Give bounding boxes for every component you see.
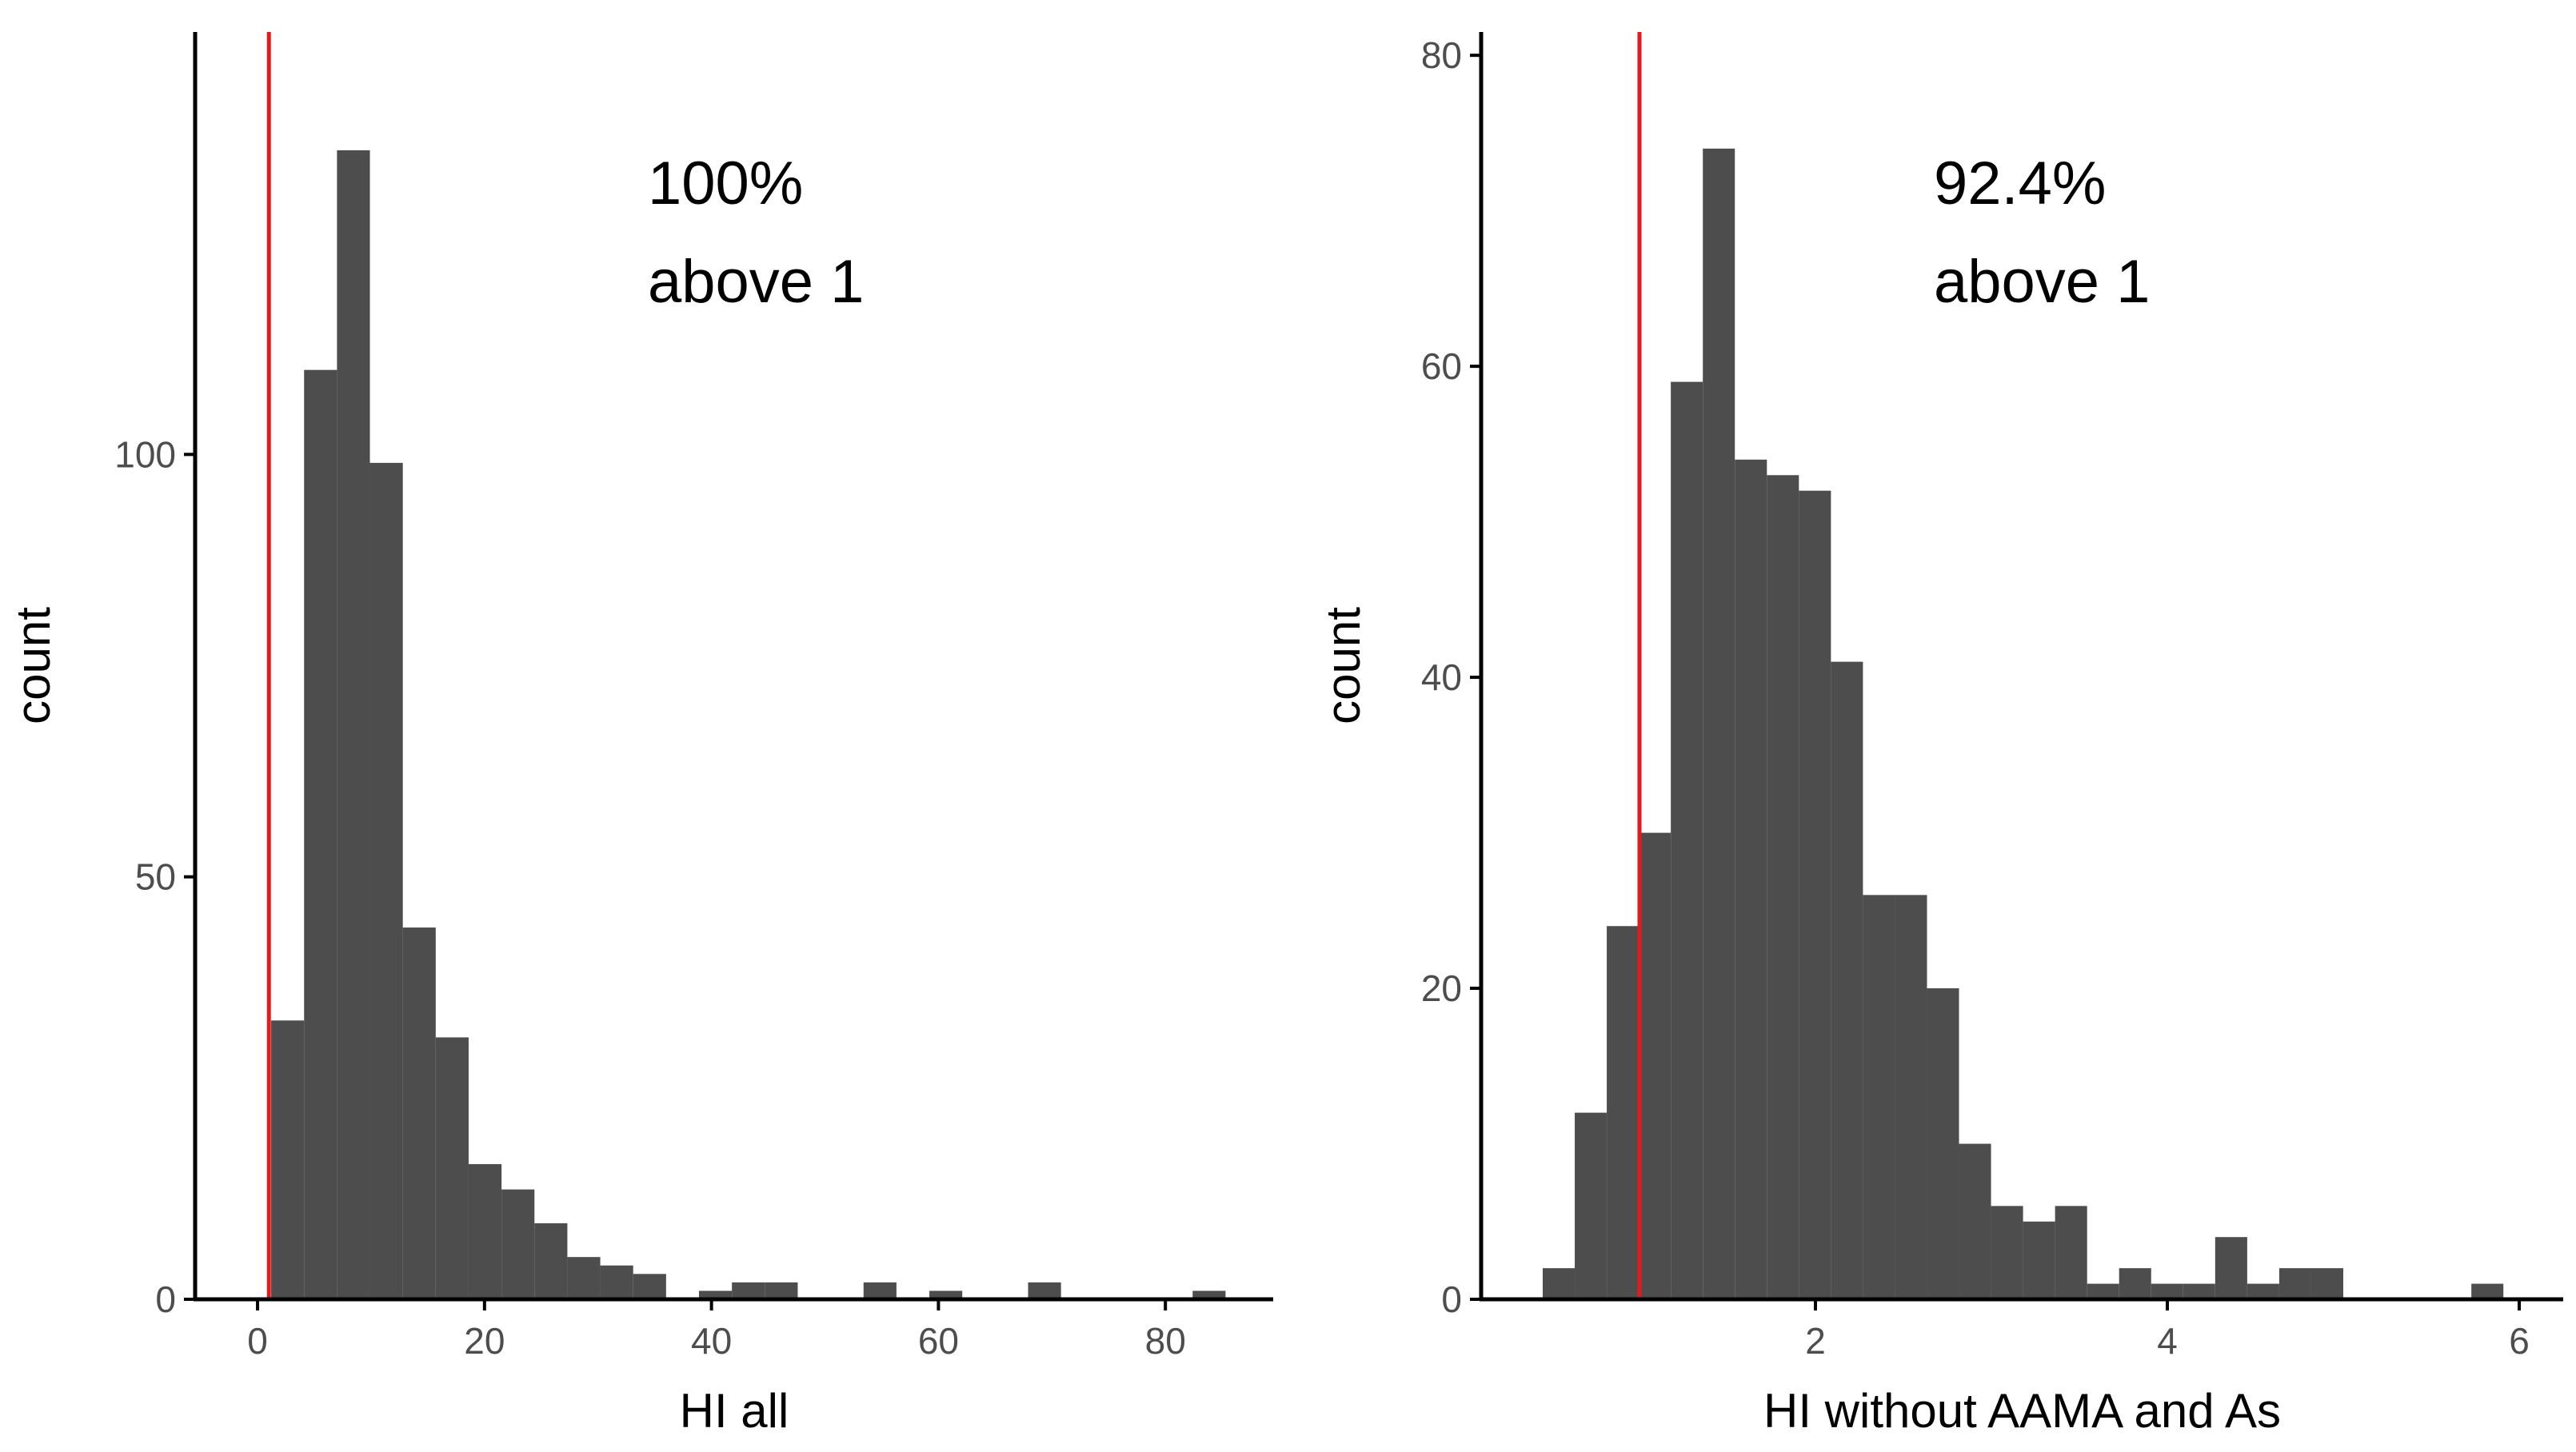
x-axis-title: HI without AAMA and As	[1763, 1384, 2281, 1438]
histogram-bar	[1767, 475, 1799, 1299]
y-tick-label: 50	[135, 856, 176, 898]
x-tick-label: 4	[2157, 1320, 2178, 1362]
annotation-above-1: above 1	[648, 248, 864, 316]
y-tick-label: 40	[1421, 656, 1462, 698]
histogram-bar	[1543, 1268, 1576, 1299]
y-tick-label: 0	[1441, 1278, 1462, 1320]
y-tick-label: 80	[1421, 34, 1462, 76]
y-axis-title: count	[1316, 607, 1370, 724]
histogram-bar	[2087, 1283, 2119, 1299]
chart-panel-1: 0 50 100 0 20 40 60 80 HI all count 100% above 1	[6, 32, 1273, 1438]
x-axis-title: HI all	[680, 1384, 789, 1438]
annotation-percent: 92.4%	[1934, 150, 2107, 217]
histogram-bar	[2119, 1268, 2151, 1299]
histogram-bar	[1831, 661, 1863, 1299]
histogram-bar	[699, 1290, 733, 1299]
histogram-bar	[501, 1189, 535, 1299]
histogram-bar	[600, 1265, 633, 1299]
histogram-bar	[1703, 148, 1735, 1300]
histogram-bar	[369, 462, 403, 1299]
histogram-bar	[732, 1282, 765, 1299]
histogram-bar	[2215, 1237, 2247, 1299]
histogram-bar	[863, 1282, 897, 1299]
annotation-percent: 100%	[648, 150, 803, 217]
x-tick-label: 2	[1805, 1320, 1826, 1362]
y-tick-label: 0	[155, 1278, 176, 1320]
histogram-bar	[1607, 926, 1639, 1299]
histogram-bar	[304, 369, 337, 1300]
histogram-bar	[534, 1223, 568, 1299]
histogram-bar	[1799, 490, 1831, 1299]
histogram-bar	[633, 1274, 666, 1299]
histogram-bar	[2247, 1283, 2279, 1299]
histogram-bar	[567, 1257, 601, 1299]
histogram-bar	[1028, 1282, 1061, 1299]
x-tick-label: 0	[247, 1320, 268, 1362]
histogram-bar	[337, 150, 370, 1299]
histogram-bar	[2471, 1283, 2504, 1299]
histogram-bar	[1895, 895, 1927, 1299]
x-tick-label: 20	[464, 1320, 505, 1362]
histogram-bar	[1671, 381, 1703, 1300]
x-tick-label: 80	[1145, 1320, 1186, 1362]
y-axis-title: count	[6, 607, 60, 724]
x-tick-label: 40	[691, 1320, 732, 1362]
x-tick-label: 60	[918, 1320, 959, 1362]
histogram-bar	[1735, 459, 1767, 1300]
histogram-bar	[2055, 1206, 2087, 1299]
histogram-bar	[402, 927, 436, 1299]
histogram-bar	[1927, 988, 1959, 1299]
histogram-bar	[435, 1037, 469, 1299]
histogram-bar	[1575, 1112, 1608, 1299]
histogram-bar	[2151, 1283, 2183, 1299]
y-tick-label: 60	[1421, 345, 1462, 387]
histogram-bar	[2023, 1221, 2055, 1299]
histogram-bar	[468, 1163, 502, 1299]
histogram-bar	[765, 1282, 798, 1299]
histogram-bar	[2183, 1283, 2215, 1299]
histogram-bar	[271, 1020, 305, 1299]
x-tick-label: 6	[2509, 1320, 2530, 1362]
histogram-bar	[929, 1290, 963, 1299]
chart-panel-2: 0 20 40 60 80 2 4 6 HI without AAMA and As count 9…	[1316, 32, 2563, 1438]
histogram-bar	[1991, 1206, 2023, 1299]
histogram-bar	[2278, 1268, 2311, 1299]
y-tick-label: 20	[1421, 967, 1462, 1009]
histogram-bar	[1959, 1143, 1991, 1299]
histogram-bar	[1863, 895, 1895, 1299]
y-tick-label: 100	[114, 433, 176, 475]
histogram-bar	[2310, 1268, 2343, 1299]
histogram-bar	[1639, 832, 1671, 1299]
histogram-bar	[1192, 1290, 1226, 1299]
annotation-above-1: above 1	[1934, 248, 2150, 316]
